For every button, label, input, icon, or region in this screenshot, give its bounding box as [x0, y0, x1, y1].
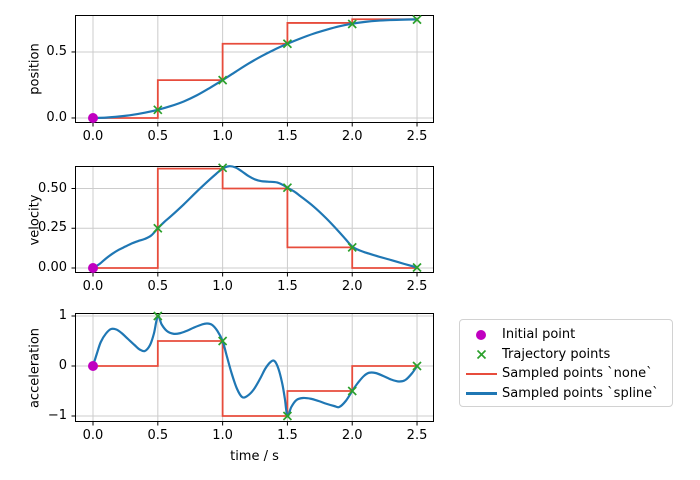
x-tick-label: 2.5	[406, 428, 428, 443]
legend-item-sampled-spline: Sampled points `spline`	[460, 384, 672, 404]
y-tick-label: 0.00	[38, 260, 67, 275]
x-tick-label: 1.0	[212, 428, 233, 443]
y-tick-label: 0.5	[46, 43, 67, 59]
sampled-spline-line-icon	[465, 392, 497, 395]
trajectory-point-marker	[218, 75, 228, 85]
velocity-plot-canvas	[71, 163, 434, 277]
legend-marker-cell	[460, 372, 502, 375]
x-tick-label: 0.5	[147, 428, 169, 443]
trajectory-point-marker	[412, 262, 422, 273]
time-axis-label: time / s	[230, 449, 279, 464]
x-tick-label: 1.0	[212, 279, 233, 294]
trajectory-point-marker	[347, 386, 357, 396]
initial-point-marker	[88, 112, 99, 123]
sampled-spline-line	[91, 18, 419, 120]
sampled-none-line	[93, 340, 418, 417]
x-tick-label: 1.5	[277, 279, 298, 294]
initial-point-circle-icon	[476, 329, 486, 340]
legend-item-sampled-none: Sampled points `none`	[460, 364, 672, 384]
trajectory-point-marker	[282, 39, 293, 49]
subplot-position: position 0.0 0.5 1.0 1.5 2.0 2.5 0.0 0.5	[28, 15, 434, 144]
x-tick-label: 0.0	[82, 428, 104, 443]
subplot-velocity: velocity 0.0 0.5 1.0 1.5 2.0 2.5 0.00 0.25 0.50	[28, 163, 434, 294]
y-tick-label: 0.0	[46, 109, 67, 125]
x-tick-label: 2.5	[406, 279, 428, 294]
initial-point-marker	[88, 263, 99, 274]
legend-label: Initial point	[502, 327, 576, 343]
trajectory-point-marker	[347, 242, 357, 252]
trajectory-point-marker	[218, 336, 228, 346]
trajectory-point-marker	[412, 361, 422, 371]
x-tick-label: 2.5	[406, 129, 428, 144]
x-tick-label: 0.5	[147, 279, 169, 294]
legend-label: Trajectory points	[502, 346, 611, 362]
legend: Initial point Trajectory points Sampled …	[459, 319, 673, 407]
sampled-none-line-icon	[465, 372, 497, 375]
axes-border	[75, 313, 434, 422]
legend-marker-cell	[460, 349, 502, 360]
x-tick-label: 0.5	[147, 129, 169, 144]
x-tick-label: 1.5	[277, 129, 298, 144]
y-tick-label: 0.25	[38, 220, 67, 236]
axes-border	[75, 166, 434, 273]
x-tick-label: 0.0	[82, 279, 104, 294]
axes-border	[75, 15, 434, 123]
x-tick-label: 2.0	[341, 129, 363, 144]
y-tick-label: 1	[58, 308, 67, 323]
trajectory-point-marker	[412, 15, 422, 25]
sampled-spline-line	[91, 165, 419, 270]
sampled-none-line	[93, 167, 418, 269]
legend-label: Sampled points `spline`	[502, 385, 659, 401]
x-tick-label: 1.0	[212, 129, 233, 144]
trajectory-point-marker	[218, 163, 228, 173]
legend-item-trajectory-points: Trajectory points	[460, 345, 672, 365]
trajectory-point-marker	[347, 19, 357, 29]
trajectory-point-marker	[282, 183, 293, 193]
y-tick-label: 0.50	[38, 180, 67, 196]
legend-marker-cell	[460, 392, 502, 395]
trajectory-point-marker	[153, 223, 163, 233]
y-tick-label: 0	[58, 358, 67, 373]
legend-item-initial-point: Initial point	[460, 325, 672, 345]
trajectory-point-marker	[282, 411, 293, 421]
x-tick-label: 2.0	[341, 279, 363, 294]
y-tick-label: −1	[47, 408, 67, 423]
legend-label: Sampled points `none`	[502, 366, 653, 382]
x-tick-label: 2.0	[341, 428, 363, 443]
acceleration-plot-canvas	[71, 311, 434, 426]
initial-point-marker	[88, 361, 99, 371]
trajectory-point-marker	[153, 105, 163, 115]
trajectory-point-marker	[153, 311, 163, 321]
trajectory-x-icon	[476, 349, 486, 359]
subplot-acceleration: acceleration time / s 0.0 0.5 1.0 1.5 2.0 2.5…	[28, 309, 434, 464]
sampled-none-line	[93, 18, 418, 119]
x-tick-label: 0.0	[82, 129, 104, 144]
position-plot-canvas	[71, 15, 434, 127]
x-tick-label: 1.5	[277, 428, 298, 443]
legend-marker-cell	[460, 329, 502, 340]
